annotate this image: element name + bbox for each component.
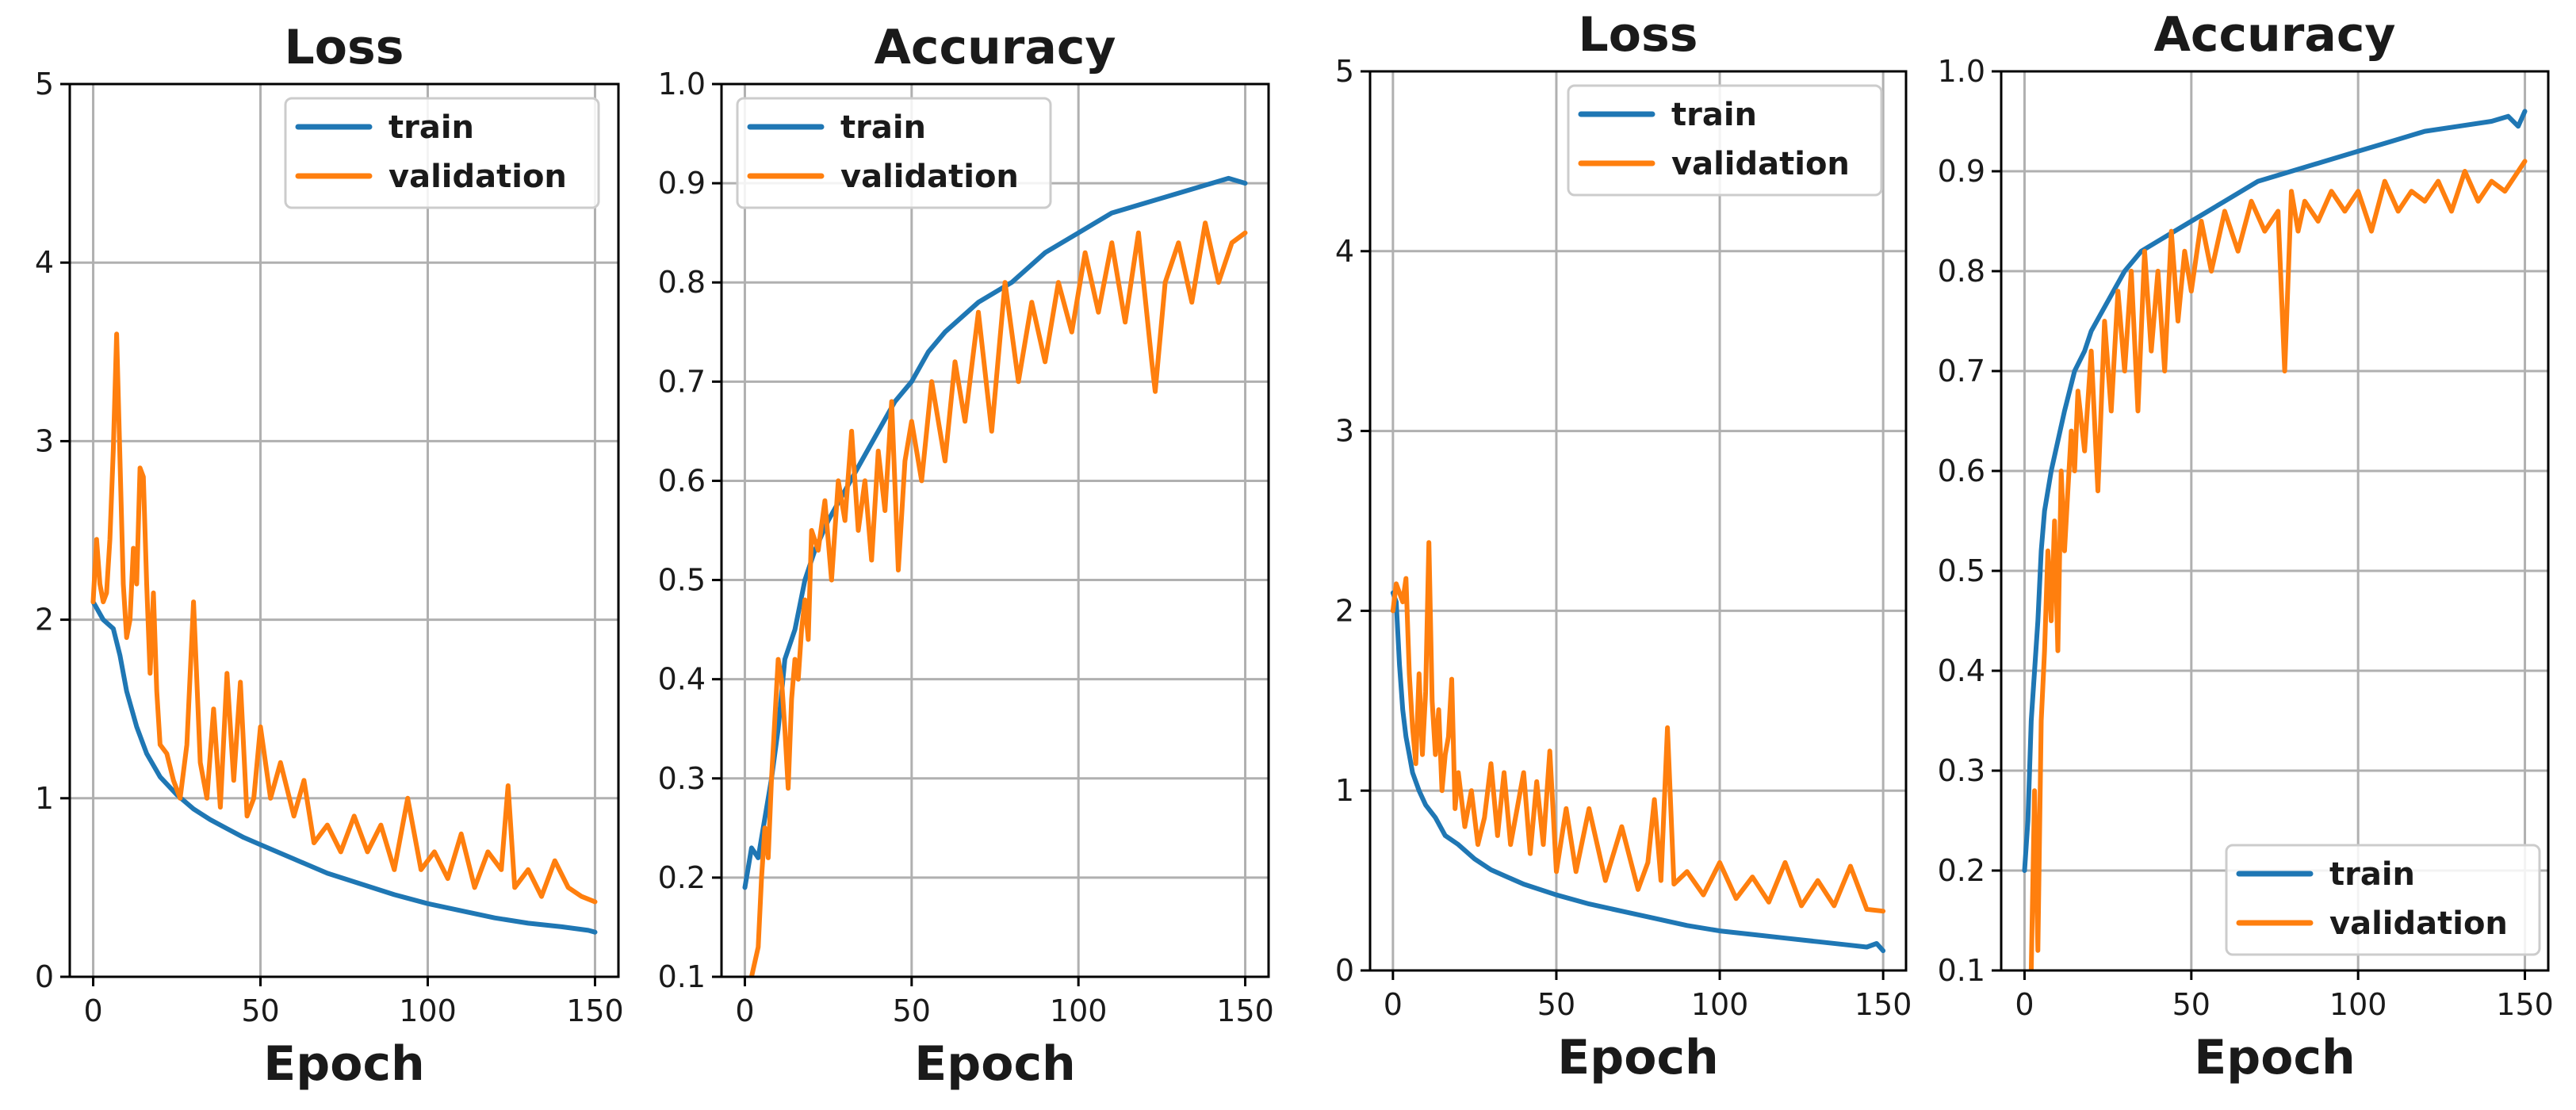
- chart-title: Accuracy: [874, 20, 1116, 75]
- y-tick-label: 0.5: [658, 563, 706, 598]
- x-tick-label: 0: [735, 993, 754, 1028]
- series-line-validation: [90, 331, 598, 905]
- y-tick-label: 0.5: [1938, 553, 1985, 588]
- y-tick-label: 0.3: [658, 761, 706, 796]
- x-tick-label: 150: [1854, 987, 1912, 1022]
- plot-frame: [720, 82, 1270, 978]
- y-tick-label: 0.9: [658, 166, 706, 201]
- plot-frame: [1368, 70, 1908, 972]
- x-tick-label: 0: [83, 993, 102, 1028]
- x-tick-label: 50: [241, 993, 279, 1028]
- legend-label-train: train: [389, 109, 474, 146]
- y-tick-label: 5: [35, 67, 54, 101]
- y-tick-label: 1.0: [658, 67, 706, 101]
- legend-label-train: train: [840, 109, 926, 146]
- chart-panel-1: 0 50 100 150 0 1 2 3 4 5 Loss Epoch train validation: [35, 20, 624, 1092]
- chart-title: Loss: [285, 20, 404, 75]
- x-tick-label: 100: [2329, 987, 2387, 1022]
- legend: train validation: [1567, 84, 1883, 197]
- plot-frame: [68, 82, 620, 978]
- y-tick-label: 0.3: [1938, 753, 1985, 788]
- y-tick-label: 0.7: [1938, 354, 1985, 388]
- y-tick-label: 0.6: [1938, 454, 1985, 488]
- y-tick-label: 0.2: [1938, 853, 1985, 888]
- plot-frame: [2000, 70, 2550, 972]
- legend-label-train: train: [2329, 856, 2415, 893]
- legend: train validation: [2225, 844, 2541, 956]
- y-tick-label: 0.9: [1938, 154, 1985, 189]
- x-tick-label: 100: [1050, 993, 1108, 1028]
- y-tick-label: 0.7: [658, 364, 706, 399]
- chart-title: Accuracy: [2153, 7, 2395, 63]
- y-tick-label: 0.1: [658, 959, 706, 994]
- series-line-validation: [2028, 159, 2528, 970]
- series-line-validation: [748, 220, 1248, 977]
- y-tick-label: 4: [1335, 234, 1354, 269]
- x-tick-label: 0: [2015, 987, 2034, 1022]
- x-axis-label: Epoch: [1557, 1030, 1718, 1085]
- legend: train validation: [284, 97, 600, 209]
- legend-label-validation: validation: [389, 159, 567, 195]
- legend: train validation: [736, 97, 1052, 209]
- series-line-validation: [1390, 540, 1886, 914]
- legend-label-train: train: [1671, 97, 1757, 133]
- y-tick-label: 2: [35, 603, 54, 637]
- x-tick-label: 50: [893, 993, 931, 1028]
- y-tick-label: 0.6: [658, 463, 706, 498]
- y-tick-label: 0.1: [1938, 953, 1985, 988]
- y-tick-label: 1.0: [1938, 54, 1985, 89]
- legend-label-validation: validation: [2329, 905, 2508, 942]
- series-line-train: [90, 599, 598, 935]
- series-line-train: [1390, 590, 1886, 954]
- y-tick-label: 0: [35, 959, 54, 994]
- y-tick-label: 0: [1335, 953, 1354, 988]
- chart-panel-3: 0 50 100 150 0 1 2 3 4 5 Loss Epoch train validation: [1335, 7, 1912, 1085]
- x-tick-label: 100: [399, 993, 457, 1028]
- chart-title: Loss: [1579, 7, 1698, 63]
- y-tick-label: 2: [1335, 593, 1354, 628]
- y-tick-label: 0.4: [658, 662, 706, 697]
- y-tick-label: 3: [1335, 414, 1354, 449]
- y-tick-label: 1: [35, 781, 54, 816]
- series-line-train: [2022, 109, 2528, 873]
- x-tick-label: 150: [2496, 987, 2554, 1022]
- x-tick-label: 100: [1691, 987, 1749, 1022]
- chart-panel-2: 0 50 100 150 0.1 0.2 0.3 0.4 0.5 0.6 0.7 0.8 0.9 1.0 A…: [658, 20, 1274, 1092]
- legend-label-validation: validation: [840, 159, 1019, 195]
- y-tick-label: 0.4: [1938, 653, 1985, 688]
- y-tick-label: 1: [1335, 773, 1354, 808]
- y-tick-label: 5: [1335, 54, 1354, 89]
- x-tick-label: 150: [1216, 993, 1274, 1028]
- x-axis-label: Epoch: [2194, 1030, 2355, 1085]
- y-tick-label: 0.8: [658, 265, 706, 300]
- legend-label-validation: validation: [1671, 146, 1850, 182]
- chart-panel-4: 0 50 100 150 0.1 0.2 0.3 0.4 0.5 0.6 0.7 0.8 0.9 1.0 A…: [1938, 7, 2554, 1085]
- y-tick-label: 3: [35, 423, 54, 458]
- x-axis-label: Epoch: [914, 1036, 1075, 1092]
- x-tick-label: 150: [566, 993, 624, 1028]
- x-axis-label: Epoch: [263, 1036, 424, 1092]
- y-tick-label: 4: [35, 245, 54, 280]
- x-tick-label: 0: [1384, 987, 1403, 1022]
- y-tick-label: 0.8: [1938, 254, 1985, 289]
- y-tick-label: 0.2: [658, 860, 706, 895]
- x-tick-label: 50: [1537, 987, 1575, 1022]
- x-tick-label: 50: [2172, 987, 2210, 1022]
